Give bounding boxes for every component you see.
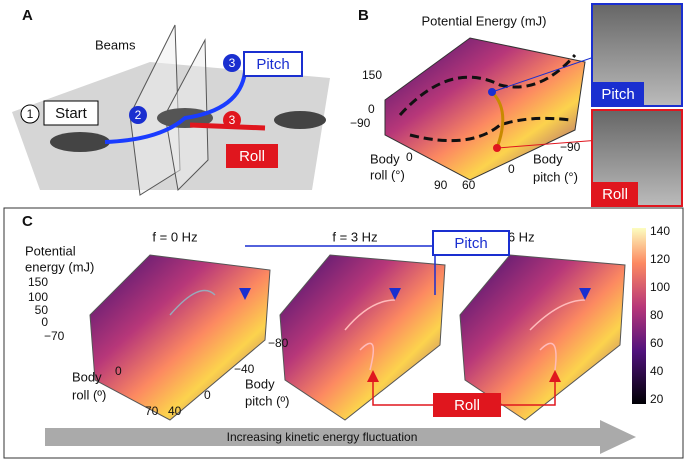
pitch-label: pitch (º) (245, 393, 289, 408)
chart-title: Potential Energy (mJ) (422, 13, 547, 28)
pitch-label: pitch (°) (533, 169, 578, 184)
surface (280, 255, 445, 420)
roll-label: Roll (239, 148, 265, 165)
colorbar-tick-label: 80 (650, 308, 664, 322)
colorbar-tick-label: 40 (650, 364, 664, 378)
pitch-tick: −90 (560, 140, 581, 154)
pitch-tick: −40 (234, 362, 255, 376)
roll-tick: 0 (406, 150, 413, 164)
pitch-tick: 0 (204, 388, 211, 402)
z-tick: 100 (28, 290, 48, 304)
roll-tick: −90 (350, 116, 371, 130)
pitch-tick: 0 (508, 162, 515, 176)
roll-label: Body (370, 151, 400, 166)
colorbar-ticks: 140 120 100 80 60 40 20 (650, 224, 670, 406)
step-number: 2 (135, 108, 142, 122)
step-number: 3 (229, 56, 236, 70)
colorbar-tick-label: 100 (650, 280, 670, 294)
figure: A Beams 1 Start 2 3 Pitch 3 Roll B Poten… (0, 0, 688, 461)
colorbar-tick-label: 20 (650, 392, 664, 406)
photo-label: Roll (602, 186, 628, 203)
pitch-tick: 60 (462, 178, 476, 192)
animal (274, 111, 326, 129)
panel-label: A (22, 7, 33, 24)
panel-title: f = 3 Hz (332, 229, 377, 244)
z-tick: 150 (362, 68, 382, 82)
colorbar-tick-label: 60 (650, 336, 664, 350)
pitch-label: Body (533, 151, 563, 166)
colorbar-tick-label: 120 (650, 252, 670, 266)
z-tick: 0 (368, 102, 375, 116)
roll-label: Body (72, 369, 102, 384)
beams-label: Beams (95, 37, 136, 52)
panel-label: B (358, 7, 369, 24)
start-label: Start (55, 105, 88, 122)
panel-title: f = 0 Hz (152, 229, 197, 244)
colorbar (632, 228, 646, 404)
panel-label: C (22, 213, 33, 230)
roll-label: roll (º) (72, 387, 106, 402)
roll-label: Roll (454, 397, 480, 414)
step-number: 3 (229, 113, 236, 127)
surface (90, 255, 270, 420)
colorbar-tick-label: 140 (650, 224, 670, 238)
animal (50, 132, 110, 152)
pitch-label: Pitch (454, 235, 487, 252)
z-tick: 0 (41, 315, 48, 329)
z-label: energy (mJ) (25, 259, 94, 274)
pitch-label: Body (245, 376, 275, 391)
roll-label: roll (°) (370, 167, 405, 182)
roll-tick: 0 (115, 364, 122, 378)
roll-tick: 70 (145, 404, 159, 418)
arrow-label: Increasing kinetic energy fluctuation (227, 430, 418, 444)
pitch-tick: 40 (168, 404, 182, 418)
roll-tick: 90 (434, 178, 448, 192)
z-tick: 150 (28, 275, 48, 289)
step-number: 1 (27, 107, 34, 121)
z-label: Potential (25, 243, 76, 258)
roll-tick: −70 (44, 329, 65, 343)
pitch-tick: −80 (268, 336, 289, 350)
photo-label: Pitch (601, 86, 634, 103)
pitch-label: Pitch (256, 56, 289, 73)
